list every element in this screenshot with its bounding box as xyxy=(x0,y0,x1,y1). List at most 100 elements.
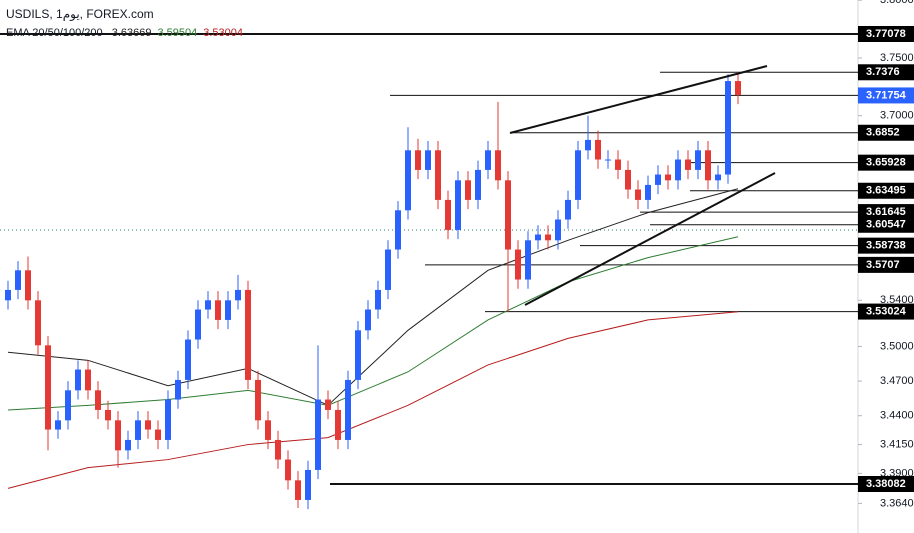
candle-body xyxy=(165,399,171,440)
candle-body xyxy=(235,289,241,301)
candle-body xyxy=(275,439,281,460)
level-label-box xyxy=(858,25,914,42)
candle-body xyxy=(715,174,721,181)
candle-body xyxy=(185,339,191,380)
indicator-legend: EMA 20/50/100/200 3.63669 3.59504 3.53004 xyxy=(6,27,243,39)
candle-body xyxy=(695,150,701,170)
candle-body xyxy=(15,270,21,290)
level-label-box xyxy=(858,154,914,171)
candle-body xyxy=(415,150,421,170)
candle-body xyxy=(85,369,91,391)
candle-body xyxy=(315,399,321,470)
level-label-box xyxy=(858,216,914,233)
candle-body xyxy=(525,240,531,280)
candle-body xyxy=(175,379,181,400)
trend-line xyxy=(509,65,768,134)
ema-line xyxy=(7,236,739,411)
symbol-title: USDILS, 1يوم, FOREX.com xyxy=(6,7,154,22)
y-tick-label: 3.36400 xyxy=(880,497,914,509)
y-tick-label: 3.70000 xyxy=(880,110,914,122)
candle-body xyxy=(335,409,341,440)
level-label: 3.5707 xyxy=(866,259,900,271)
candle-body xyxy=(635,189,641,200)
level-label-box xyxy=(858,64,914,81)
candle-body xyxy=(575,150,581,200)
level-label: 3.53024 xyxy=(866,305,907,317)
candle-body xyxy=(385,249,391,290)
candle-body xyxy=(665,174,671,181)
level-label-box xyxy=(858,124,914,141)
candle-body xyxy=(725,81,731,175)
candle-body xyxy=(75,369,81,391)
level-label-box xyxy=(858,303,914,320)
candle-body xyxy=(375,289,381,310)
candle-body xyxy=(55,420,61,430)
price-axis: 3.80008 3.75000 3.70000 3.54000 3.50000 3.470… xyxy=(858,0,914,509)
level-label: 3.6852 xyxy=(866,127,900,139)
candle-body xyxy=(505,180,511,250)
candle-body xyxy=(495,150,501,181)
ema-value: 3.63669 xyxy=(112,27,152,39)
indicator-name: EMA 20/50/100/200 xyxy=(6,27,103,39)
candle-body xyxy=(295,480,301,500)
level-label-box xyxy=(858,182,914,199)
indicator-values: 3.63669 3.59504 3.53004 xyxy=(112,27,243,39)
level-label: 3.38082 xyxy=(866,478,906,490)
level-label-box xyxy=(858,476,914,493)
candle-body xyxy=(705,150,711,181)
candle-body xyxy=(585,139,591,151)
candle-body xyxy=(395,210,401,250)
candle-body xyxy=(95,390,101,410)
candle-body xyxy=(205,300,211,310)
levels xyxy=(0,32,858,486)
candle-body xyxy=(45,345,51,430)
candle-body xyxy=(305,469,311,500)
y-tick-label: 3.50000 xyxy=(880,340,914,352)
candle-body xyxy=(285,459,291,481)
level-label-box xyxy=(858,256,914,273)
y-tick-label: 3.75000 xyxy=(880,52,914,64)
y-tick-label: 3.41500 xyxy=(880,438,914,450)
candle-body xyxy=(645,184,651,200)
candle-body xyxy=(475,169,481,200)
candle-body xyxy=(515,249,521,280)
candle-body xyxy=(435,150,441,200)
ema-value: 3.59504 xyxy=(157,27,197,39)
candle-body xyxy=(155,429,161,440)
candles xyxy=(5,71,741,510)
candle-body xyxy=(195,309,201,340)
last-price-label: 3.71754 xyxy=(866,89,907,101)
y-tick-label: 3.80008 xyxy=(880,0,914,6)
level-label-box xyxy=(858,204,914,221)
level-label: 3.77078 xyxy=(866,28,906,40)
candle-body xyxy=(485,150,491,170)
ema-line xyxy=(7,188,739,406)
level-label: 3.61645 xyxy=(866,206,906,218)
level-label: 3.7376 xyxy=(866,66,900,78)
candle-body xyxy=(365,309,371,331)
level-label: 3.63495 xyxy=(866,185,906,197)
candle-body xyxy=(215,300,221,320)
ema-value: 3.53004 xyxy=(203,27,243,39)
candle-body xyxy=(255,379,261,421)
level-label-box xyxy=(858,237,914,254)
y-tick-label: 3.47000 xyxy=(880,375,914,387)
candle-body xyxy=(445,199,451,230)
candle-body xyxy=(5,289,11,301)
level-label: 3.60547 xyxy=(866,219,906,231)
candle-body xyxy=(265,420,271,440)
candle-body xyxy=(555,219,561,241)
candle-body xyxy=(615,159,621,170)
candle-body xyxy=(565,199,571,220)
candle-body xyxy=(685,159,691,170)
candle-body xyxy=(65,390,71,421)
candle-body xyxy=(35,300,41,346)
ema-line xyxy=(7,311,739,489)
candle-body xyxy=(465,180,471,200)
candle-body xyxy=(115,420,121,451)
candle-body xyxy=(245,289,251,380)
candle-body xyxy=(535,234,541,241)
candle-body xyxy=(125,439,131,451)
